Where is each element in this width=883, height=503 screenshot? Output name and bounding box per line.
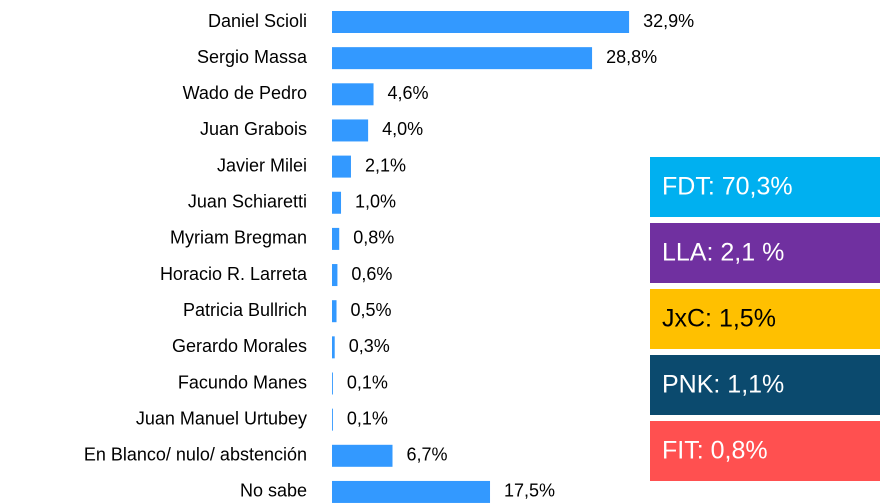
bar <box>332 11 630 33</box>
category-label: Wado de Pedro <box>183 83 307 103</box>
bar <box>332 444 393 467</box>
party-box <box>650 289 880 349</box>
party-box <box>650 355 880 415</box>
party-total: FIT: 0,8% <box>662 437 768 465</box>
category-label: Gerardo Morales <box>172 336 307 356</box>
bar <box>332 408 333 431</box>
category-label: En Blanco/ nulo/ abstención <box>84 445 307 465</box>
bar <box>332 264 338 287</box>
bar <box>332 83 374 106</box>
bar <box>332 155 351 178</box>
party-total: LLA: 2,1 % <box>662 239 784 267</box>
category-label: Facundo Manes <box>178 372 307 392</box>
party-total: JxC: 1,5% <box>662 305 776 333</box>
value-label: 6,7% <box>407 445 448 465</box>
category-label: Myriam Bregman <box>170 228 307 248</box>
bar <box>332 119 369 142</box>
bar <box>332 227 340 250</box>
bar <box>332 191 342 214</box>
value-label: 0,1% <box>347 408 388 428</box>
bar <box>332 372 333 395</box>
value-label: 4,6% <box>388 83 429 103</box>
value-label: 0,5% <box>351 300 392 320</box>
bar <box>332 336 335 359</box>
bar <box>332 300 337 323</box>
value-label: 28,8% <box>606 47 657 67</box>
category-label: Juan Schiaretti <box>188 192 307 212</box>
value-label: 0,6% <box>351 264 392 284</box>
value-label: 2,1% <box>365 155 406 175</box>
category-label: Juan Manuel Urtubey <box>136 408 307 428</box>
party-total: FDT: 70,3% <box>662 173 793 201</box>
category-label: Patricia Bullrich <box>183 300 307 320</box>
category-label: Juan Grabois <box>200 119 307 139</box>
bar <box>332 480 491 503</box>
category-label: Javier Milei <box>217 155 307 175</box>
category-label: Daniel Scioli <box>208 11 307 31</box>
value-label: 17,5% <box>504 481 555 501</box>
value-label: 0,1% <box>347 372 388 392</box>
value-label: 0,8% <box>353 228 394 248</box>
value-label: 0,3% <box>349 336 390 356</box>
party-box <box>650 157 880 217</box>
bar <box>332 47 593 70</box>
value-label: 32,9% <box>643 11 694 31</box>
party-box <box>650 421 880 481</box>
value-label: 4,0% <box>382 119 423 139</box>
value-label: 1,0% <box>355 192 396 212</box>
party-box <box>650 223 880 283</box>
category-label: Horacio R. Larreta <box>160 264 308 284</box>
category-label: No sabe <box>240 481 307 501</box>
category-label: Sergio Massa <box>197 47 308 67</box>
party-total: PNK: 1,1% <box>662 371 784 399</box>
